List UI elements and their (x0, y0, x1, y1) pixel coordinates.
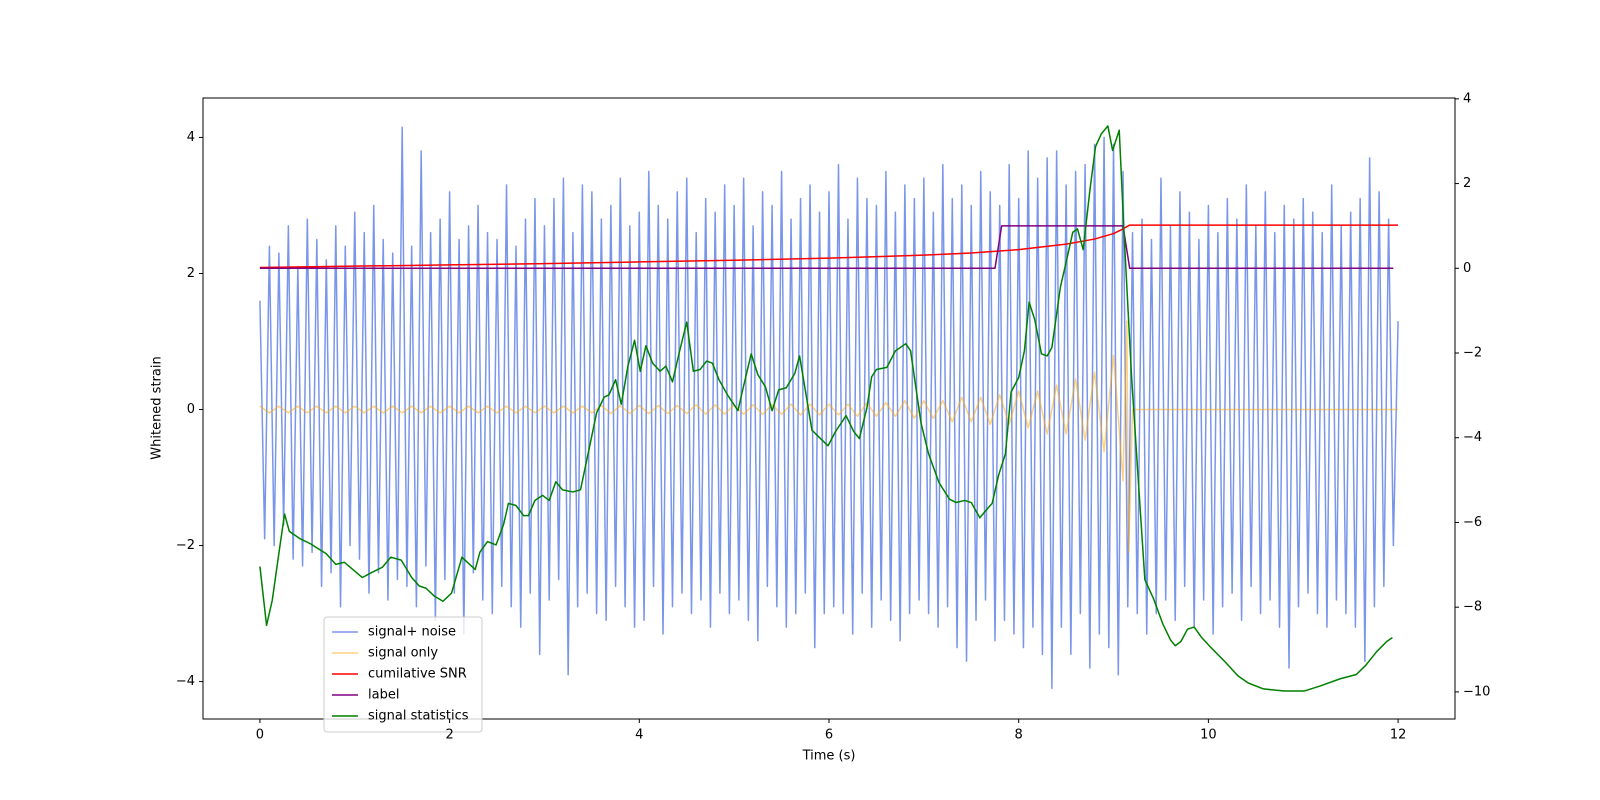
plot-area (259, 125, 1399, 692)
y2-tick-label: 2 (1463, 176, 1471, 191)
series-line (259, 225, 1394, 270)
y-tick-label: −2 (176, 538, 195, 553)
x-axis-label: Time (s) (802, 749, 856, 764)
y2-tick-label: −10 (1463, 684, 1490, 699)
y-tick-label: −4 (176, 674, 195, 689)
x-tick-label: 2 (445, 728, 453, 743)
y2-tick-label: 4 (1463, 91, 1471, 106)
legend-label: signal only (368, 646, 438, 661)
series-line (259, 320, 1399, 554)
legend: signal+ noise signal only cumilative SNR la… (323, 616, 483, 733)
legend-box (323, 616, 483, 733)
y2-tick-label: −6 (1463, 515, 1482, 530)
x-tick-label: 4 (635, 728, 643, 743)
x-tick-label: 12 (1390, 728, 1407, 743)
y2-tick-label: −4 (1463, 430, 1482, 445)
x-tick-label: 6 (825, 728, 833, 743)
legend-label: signal+ noise (368, 625, 456, 640)
y-tick-label: 0 (187, 402, 195, 417)
legend-label: signal statistics (368, 709, 469, 724)
x-tick-label: 0 (256, 728, 264, 743)
series-line (259, 125, 1393, 692)
legend-label: cumilative SNR (368, 667, 467, 682)
y-tick-label: 2 (187, 266, 195, 281)
y-tick-label: 4 (187, 130, 195, 145)
y2-tick-label: 0 (1463, 261, 1471, 276)
x-tick-label: 10 (1200, 728, 1217, 743)
legend-label: label (368, 688, 399, 703)
series-line (259, 224, 1399, 269)
y2-tick-label: −8 (1463, 600, 1482, 615)
y-axis-label: Whitened strain (150, 356, 165, 459)
y2-tick-label: −2 (1463, 346, 1482, 361)
series-line (259, 126, 1399, 690)
x-tick-label: 8 (1015, 728, 1023, 743)
